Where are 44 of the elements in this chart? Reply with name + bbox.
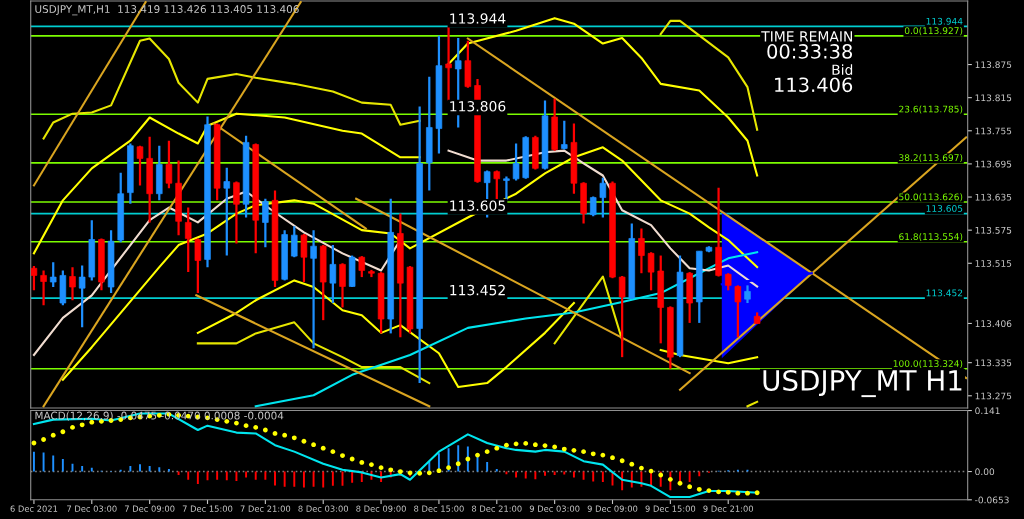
x-tick-label: 9 Dec 21:00 xyxy=(703,505,754,512)
x-tick-label: 8 Dec 15:00 xyxy=(414,505,464,512)
y-tick-label: 113.515 xyxy=(975,260,1012,267)
x-tick-label: 7 Dec 03:00 xyxy=(67,505,117,512)
x-tick-label: 9 Dec 03:00 xyxy=(529,505,580,512)
y-tick-label: -0.0653 xyxy=(975,496,1009,504)
annotation: Bid xyxy=(832,64,853,76)
x-tick-label: 9 Dec 15:00 xyxy=(645,505,696,512)
y-tick-label: 113.695 xyxy=(975,160,1012,168)
ref-line-label: 23.6(113.785) xyxy=(899,105,963,114)
y-tick-label: 113.815 xyxy=(975,94,1012,102)
annotation: 113.806 xyxy=(450,101,506,112)
x-tick-label: 7 Dec 21:00 xyxy=(240,505,291,512)
ref-line-label: 113.944 xyxy=(926,17,963,25)
ref-line-label: 38.2(113.697) xyxy=(899,154,963,163)
y-tick-label: 113.575 xyxy=(975,226,1012,234)
ref-line-label: 113.452 xyxy=(926,289,963,297)
x-tick-label: 6 Dec 2021 xyxy=(10,505,58,512)
y-tick-label: 113.755 xyxy=(975,127,1012,135)
y-tick-label: 0.00 xyxy=(975,468,995,476)
x-tick-label: 7 Dec 09:00 xyxy=(124,505,175,512)
y-tick-label: 0.141 xyxy=(975,407,1000,415)
ref-line-label: 50.0(113.626) xyxy=(899,193,963,202)
ref-line-label: 0.0(113.927) xyxy=(904,27,963,36)
annotation: 113.605 xyxy=(450,200,506,211)
y-tick-label: 113.335 xyxy=(975,359,1012,367)
ref-line-label: 113.605 xyxy=(926,205,963,212)
y-tick-label: 113.875 xyxy=(975,61,1012,69)
y-tick-label: 113.275 xyxy=(975,392,1012,400)
annotation: USDJPY_MT H1 xyxy=(763,369,962,398)
ref-line-label: 61.8(113.554) xyxy=(899,233,963,242)
x-tick-label: 8 Dec 03:00 xyxy=(298,505,349,512)
annotation: 113.406 xyxy=(775,77,853,93)
y-tick-label: 113.635 xyxy=(975,193,1012,201)
x-tick-label: 7 Dec 15:00 xyxy=(182,505,233,512)
x-tick-label: 8 Dec 09:00 xyxy=(356,505,406,512)
x-tick-label: 8 Dec 21:00 xyxy=(471,505,522,512)
y-tick-label: 113.406 xyxy=(975,320,1012,328)
ref-line-label: 100.0(113.324) xyxy=(893,360,963,369)
annotation: TIME REMAIN xyxy=(761,31,852,42)
x-tick-label: 9 Dec 09:00 xyxy=(587,505,638,512)
annotation: 113.452 xyxy=(450,284,505,296)
annotation: 00:33:38 xyxy=(767,44,853,59)
annotation: 113.944 xyxy=(450,13,506,24)
